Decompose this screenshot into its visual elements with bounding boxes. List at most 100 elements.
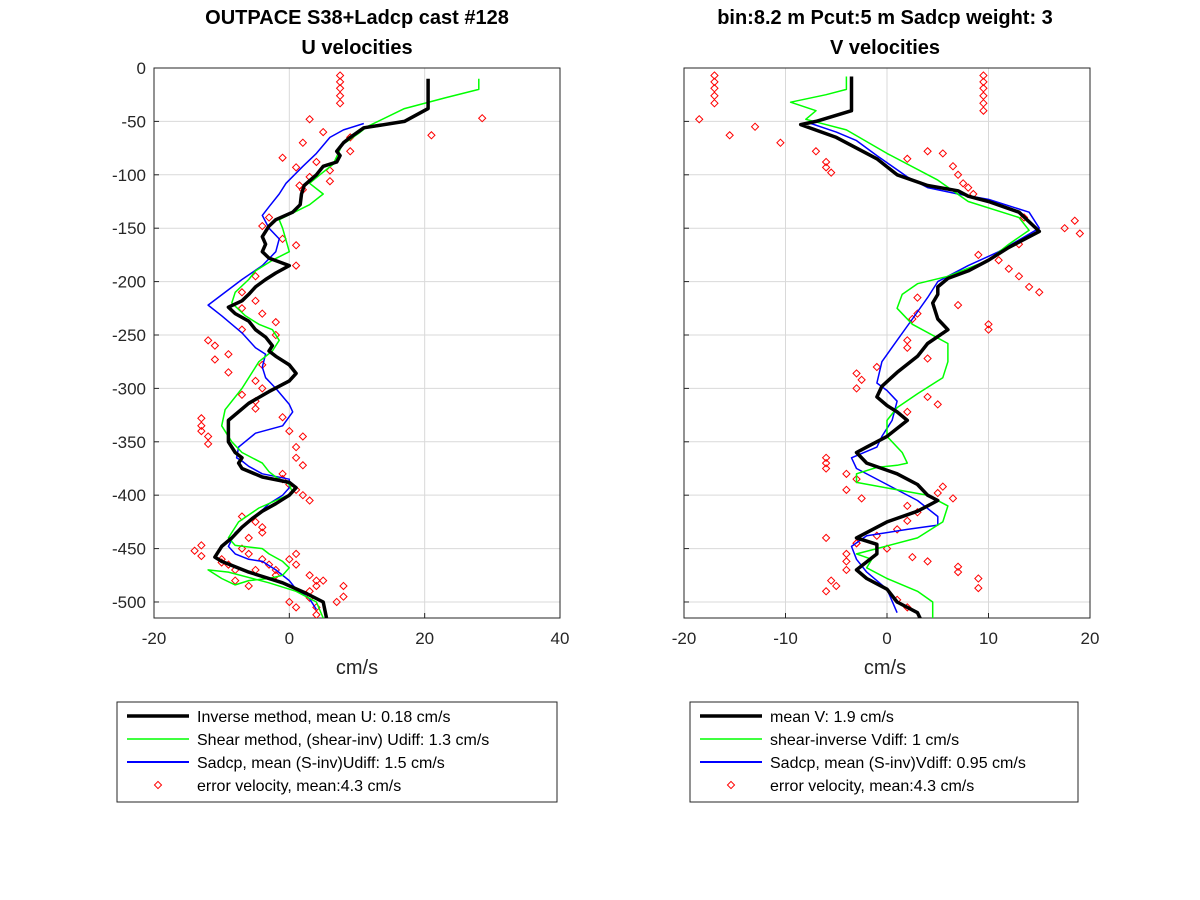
error-velocity-marker bbox=[335, 91, 345, 101]
error-velocity-marker bbox=[244, 581, 253, 591]
xtick-label: 20 bbox=[1081, 629, 1100, 648]
error-velocity-marker bbox=[953, 562, 963, 571]
ytick-label: -350 bbox=[112, 433, 146, 452]
error-velocity-marker bbox=[312, 576, 321, 585]
error-velocity-marker bbox=[821, 533, 831, 543]
legend-u-error-label: error velocity, mean:4.3 cm/s bbox=[197, 778, 401, 795]
error-velocity-marker bbox=[251, 565, 260, 575]
error-velocity-marker bbox=[203, 336, 213, 345]
error-velocity-marker bbox=[298, 138, 308, 147]
error-velocity-marker bbox=[332, 597, 341, 607]
legend-u-shear-label: Shear method, (shear-inv) Udiff: 1.3 cm/… bbox=[197, 732, 489, 749]
error-velocity-marker bbox=[305, 571, 314, 580]
error-velocity-marker bbox=[903, 154, 912, 164]
error-velocity-marker bbox=[244, 533, 253, 543]
error-velocity-marker bbox=[821, 453, 831, 463]
error-velocity-marker bbox=[298, 490, 308, 500]
error-velocity-marker bbox=[948, 162, 958, 171]
error-velocity-marker bbox=[903, 343, 912, 353]
error-velocity-marker bbox=[903, 407, 912, 417]
error-velocity-marker bbox=[852, 369, 861, 378]
error-velocity-marker bbox=[285, 597, 294, 607]
error-velocity-marker bbox=[244, 549, 253, 559]
error-velocity-marker bbox=[285, 426, 294, 436]
error-velocity-marker bbox=[842, 557, 851, 566]
error-velocity-marker bbox=[285, 555, 294, 564]
ytick-label: -300 bbox=[112, 379, 146, 398]
shear-velocity-line bbox=[789, 76, 1030, 618]
legend-v-sadcp-label: Sadcp, mean (S-inv)Vdiff: 0.95 cm/s bbox=[770, 755, 1026, 772]
panel-v-legend-box bbox=[689, 701, 1079, 803]
ytick-label: 0 bbox=[137, 59, 146, 78]
error-velocity-marker bbox=[318, 576, 328, 585]
error-velocity-marker bbox=[913, 293, 922, 302]
error-velocity-marker bbox=[821, 464, 831, 473]
error-velocity-marker bbox=[984, 320, 993, 329]
error-velocity-marker bbox=[278, 234, 287, 244]
error-velocity-marker bbox=[197, 421, 206, 431]
panel-v-title: bin:8.2 m Pcut:5 m Sadcp weight: 3 bbox=[717, 7, 1053, 29]
error-velocity-marker bbox=[1035, 288, 1044, 297]
error-velocity-marker bbox=[979, 91, 988, 101]
error-velocity-marker bbox=[210, 341, 220, 350]
error-velocity-marker bbox=[203, 439, 213, 449]
error-velocity-marker bbox=[826, 168, 836, 177]
error-velocity-marker bbox=[312, 157, 321, 167]
panel-u-legend: Inverse method, mean U: 0.18 cm/s Shear … bbox=[116, 701, 558, 803]
ytick-label: -200 bbox=[112, 273, 146, 292]
sadcp-velocity-line bbox=[810, 122, 1041, 613]
error-velocity-marker bbox=[230, 576, 240, 585]
sadcp-velocity-line bbox=[207, 122, 365, 610]
error-velocity-marker bbox=[725, 131, 734, 140]
error-velocity-marker bbox=[197, 541, 206, 550]
error-velocity-marker bbox=[335, 99, 345, 108]
error-velocity-marker bbox=[339, 581, 348, 591]
error-velocity-marker bbox=[258, 309, 267, 318]
error-velocity-marker bbox=[278, 469, 287, 479]
panel-v-ticks: -20 -10 0 10 20 bbox=[672, 67, 1100, 648]
error-velocity-marker bbox=[258, 384, 267, 393]
panel-v: bin:8.2 m Pcut:5 m Sadcp weight: 3 V vel… bbox=[672, 7, 1100, 803]
error-velocity-marker bbox=[979, 106, 988, 115]
error-velocity-marker bbox=[826, 576, 836, 585]
error-velocity-marker bbox=[821, 458, 831, 468]
error-velocity-marker bbox=[852, 474, 861, 484]
error-velocity-marker bbox=[923, 392, 932, 402]
ytick-label: -100 bbox=[112, 166, 146, 185]
error-velocity-marker bbox=[477, 113, 487, 123]
error-velocity-marker bbox=[251, 404, 260, 413]
error-velocity-marker bbox=[258, 221, 267, 231]
error-velocity-marker bbox=[842, 469, 851, 479]
error-velocity-marker bbox=[694, 115, 704, 124]
error-velocity-marker bbox=[710, 71, 719, 80]
error-velocity-marker bbox=[291, 603, 301, 612]
error-velocity-marker bbox=[345, 147, 355, 156]
error-velocity-marker bbox=[335, 77, 345, 87]
error-velocity-marker bbox=[258, 528, 267, 537]
error-velocity-marker bbox=[190, 546, 199, 555]
error-velocity-marker bbox=[1060, 223, 1069, 233]
error-velocity-marker bbox=[979, 77, 988, 87]
error-velocity-marker bbox=[857, 494, 866, 503]
error-velocity-marker bbox=[903, 516, 912, 526]
legend-u-inverse-label: Inverse method, mean U: 0.18 cm/s bbox=[197, 709, 450, 726]
ytick-label: -500 bbox=[112, 593, 146, 612]
error-velocity-marker bbox=[197, 426, 206, 436]
error-velocity-marker bbox=[933, 488, 942, 498]
inverse-velocity-line bbox=[213, 78, 430, 618]
error-velocity-marker bbox=[821, 157, 831, 167]
error-velocity-marker bbox=[291, 163, 301, 172]
error-velocity-marker bbox=[923, 354, 932, 363]
error-velocity-marker bbox=[291, 261, 301, 270]
error-velocity-marker bbox=[264, 213, 274, 222]
legend-v-error-swatch bbox=[726, 780, 736, 790]
error-velocity-marker bbox=[832, 581, 841, 591]
legend-v-shear-label: shear-inverse Vdiff: 1 cm/s bbox=[770, 732, 959, 749]
error-velocity-marker bbox=[974, 250, 983, 260]
error-velocity-marker bbox=[305, 496, 314, 505]
xtick-label: -20 bbox=[142, 629, 167, 648]
error-velocity-marker bbox=[710, 99, 719, 108]
error-velocity-marker bbox=[750, 122, 760, 131]
error-velocity-marker bbox=[291, 560, 301, 569]
legend-u-error-swatch bbox=[153, 780, 163, 790]
